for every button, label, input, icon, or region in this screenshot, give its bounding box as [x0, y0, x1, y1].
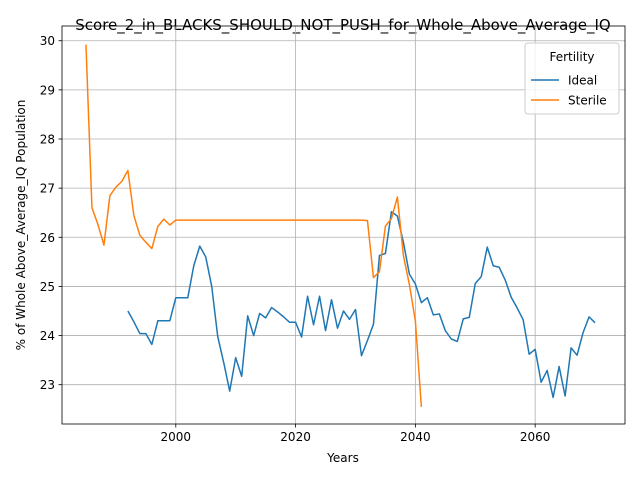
chart-title: Score_2_in_BLACKS_SHOULD_NOT_PUSH_for_Wh…: [75, 16, 611, 35]
series-line-ideal: [128, 212, 595, 398]
legend-title: Fertility: [549, 50, 594, 64]
y-tick-label: 28: [40, 133, 55, 147]
series-line-sterile: [86, 45, 421, 407]
y-tick-label: 30: [40, 34, 55, 48]
y-axis-label: % of Whole Above_Average_IQ Population: [14, 100, 28, 351]
legend-label-ideal: Ideal: [568, 74, 597, 88]
x-axis-ticks: 2000 2020 2040 2060: [161, 424, 551, 444]
y-tick-label: 24: [40, 329, 55, 343]
legend: Fertility Ideal Sterile: [525, 43, 619, 114]
x-axis-label: Years: [326, 451, 359, 465]
series-lines: [86, 45, 595, 407]
y-axis-ticks: 23 24 25 26 27 28 29 30: [40, 34, 62, 392]
y-tick-label: 26: [40, 231, 55, 245]
x-tick-label: 2000: [161, 430, 192, 444]
x-tick-label: 2020: [280, 430, 311, 444]
y-tick-label: 27: [40, 182, 55, 196]
legend-label-sterile: Sterile: [568, 94, 607, 108]
x-tick-label: 2060: [520, 430, 551, 444]
x-tick-label: 2040: [400, 430, 431, 444]
y-tick-label: 25: [40, 280, 55, 294]
y-tick-label: 29: [40, 83, 55, 97]
y-tick-label: 23: [40, 378, 55, 392]
